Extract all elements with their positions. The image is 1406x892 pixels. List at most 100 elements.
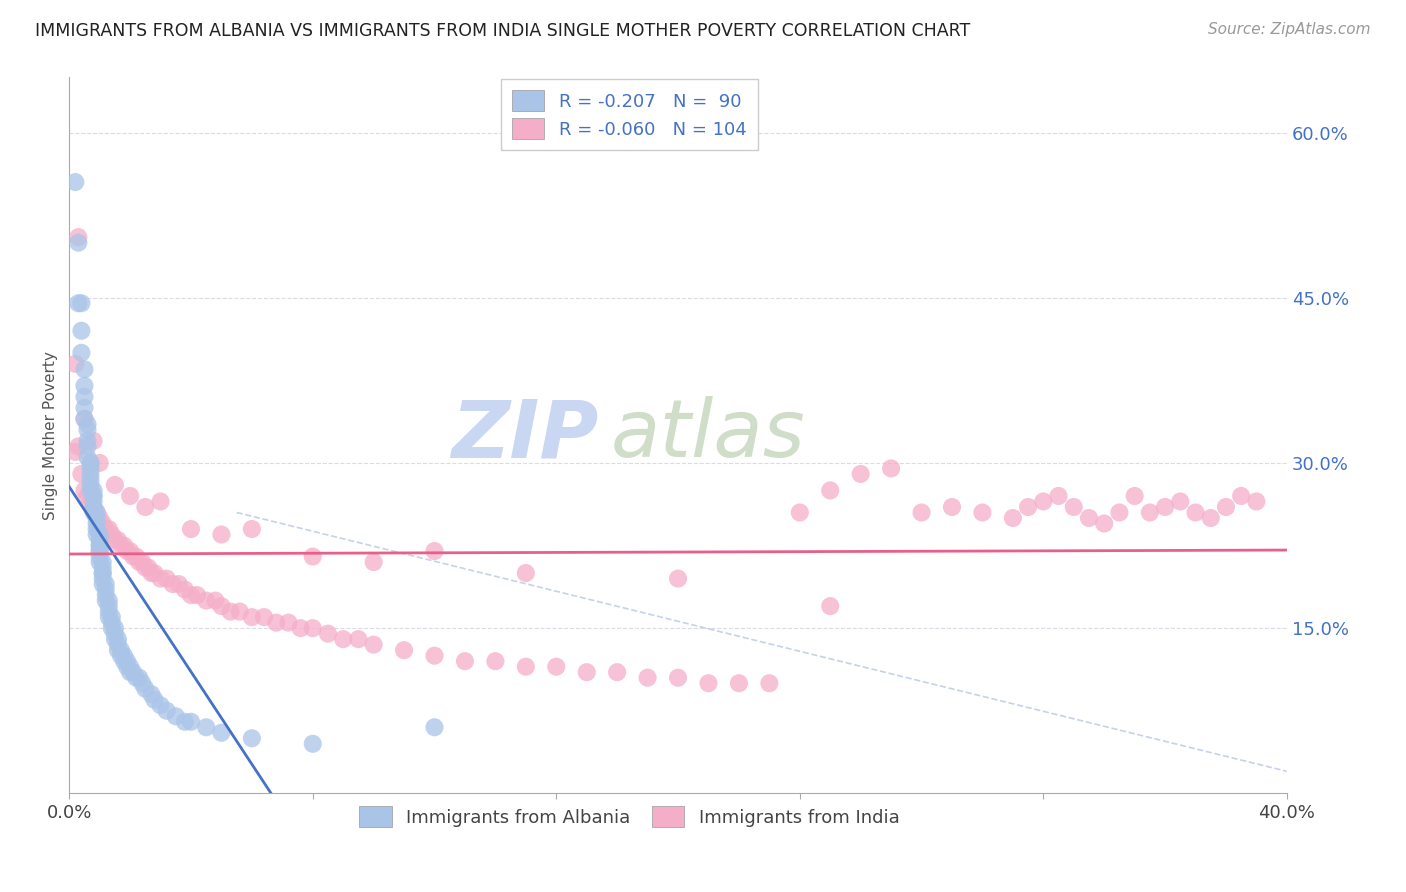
- Point: [1215, 500, 1237, 514]
- Point: [1184, 506, 1206, 520]
- Point: [73, 412, 96, 426]
- Point: [141, 687, 163, 701]
- Point: [818, 483, 841, 498]
- Point: [73, 362, 96, 376]
- Point: [86, 511, 108, 525]
- Point: [1017, 500, 1039, 514]
- Point: [76, 450, 98, 465]
- Point: [174, 714, 197, 729]
- Point: [454, 654, 477, 668]
- Point: [128, 555, 150, 569]
- Point: [128, 671, 150, 685]
- Point: [79, 494, 101, 508]
- Point: [89, 555, 111, 569]
- Point: [91, 572, 114, 586]
- Point: [1032, 494, 1054, 508]
- Point: [73, 483, 96, 498]
- Point: [76, 423, 98, 437]
- Point: [91, 566, 114, 580]
- Point: [89, 539, 111, 553]
- Point: [134, 500, 156, 514]
- Point: [70, 467, 93, 481]
- Point: [83, 506, 105, 520]
- Point: [818, 599, 841, 613]
- Point: [1001, 511, 1024, 525]
- Point: [101, 615, 124, 630]
- Text: Source: ZipAtlas.com: Source: ZipAtlas.com: [1208, 22, 1371, 37]
- Point: [666, 572, 689, 586]
- Point: [195, 720, 218, 734]
- Point: [515, 659, 537, 673]
- Point: [112, 654, 135, 668]
- Point: [143, 692, 166, 706]
- Point: [1168, 494, 1191, 508]
- Point: [195, 593, 218, 607]
- Point: [941, 500, 963, 514]
- Point: [107, 638, 129, 652]
- Point: [180, 714, 202, 729]
- Point: [73, 412, 96, 426]
- Point: [1047, 489, 1070, 503]
- Point: [666, 671, 689, 685]
- Point: [83, 489, 105, 503]
- Text: atlas: atlas: [612, 396, 806, 475]
- Point: [423, 544, 446, 558]
- Point: [204, 593, 226, 607]
- Point: [228, 605, 250, 619]
- Point: [110, 643, 132, 657]
- Point: [65, 357, 87, 371]
- Point: [65, 175, 87, 189]
- Point: [180, 588, 202, 602]
- Point: [301, 549, 323, 564]
- Point: [156, 572, 179, 586]
- Point: [1199, 511, 1222, 525]
- Point: [89, 544, 111, 558]
- Point: [79, 467, 101, 481]
- Point: [1063, 500, 1085, 514]
- Point: [125, 671, 148, 685]
- Point: [89, 533, 111, 547]
- Point: [141, 566, 163, 580]
- Point: [97, 522, 120, 536]
- Point: [115, 659, 138, 673]
- Point: [94, 577, 117, 591]
- Point: [1092, 516, 1115, 531]
- Point: [180, 522, 202, 536]
- Point: [240, 731, 263, 746]
- Y-axis label: Single Mother Poverty: Single Mother Poverty: [44, 351, 58, 520]
- Point: [122, 665, 145, 680]
- Point: [149, 698, 172, 713]
- Point: [120, 659, 142, 673]
- Point: [122, 549, 145, 564]
- Point: [1078, 511, 1101, 525]
- Text: IMMIGRANTS FROM ALBANIA VS IMMIGRANTS FROM INDIA SINGLE MOTHER POVERTY CORRELATI: IMMIGRANTS FROM ALBANIA VS IMMIGRANTS FR…: [35, 22, 970, 40]
- Point: [67, 439, 90, 453]
- Point: [83, 494, 105, 508]
- Point: [880, 461, 903, 475]
- Point: [83, 434, 105, 448]
- Point: [89, 539, 111, 553]
- Point: [94, 593, 117, 607]
- Point: [606, 665, 628, 680]
- Point: [138, 560, 160, 574]
- Point: [120, 544, 142, 558]
- Point: [575, 665, 598, 680]
- Point: [97, 593, 120, 607]
- Point: [104, 626, 127, 640]
- Point: [209, 725, 232, 739]
- Point: [76, 434, 98, 448]
- Point: [1230, 489, 1253, 503]
- Point: [97, 605, 120, 619]
- Point: [94, 588, 117, 602]
- Point: [94, 522, 117, 536]
- Point: [112, 648, 135, 663]
- Point: [89, 456, 111, 470]
- Point: [86, 516, 108, 531]
- Point: [73, 390, 96, 404]
- Point: [134, 560, 156, 574]
- Point: [79, 483, 101, 498]
- Point: [120, 489, 142, 503]
- Point: [76, 417, 98, 432]
- Point: [91, 560, 114, 574]
- Point: [301, 737, 323, 751]
